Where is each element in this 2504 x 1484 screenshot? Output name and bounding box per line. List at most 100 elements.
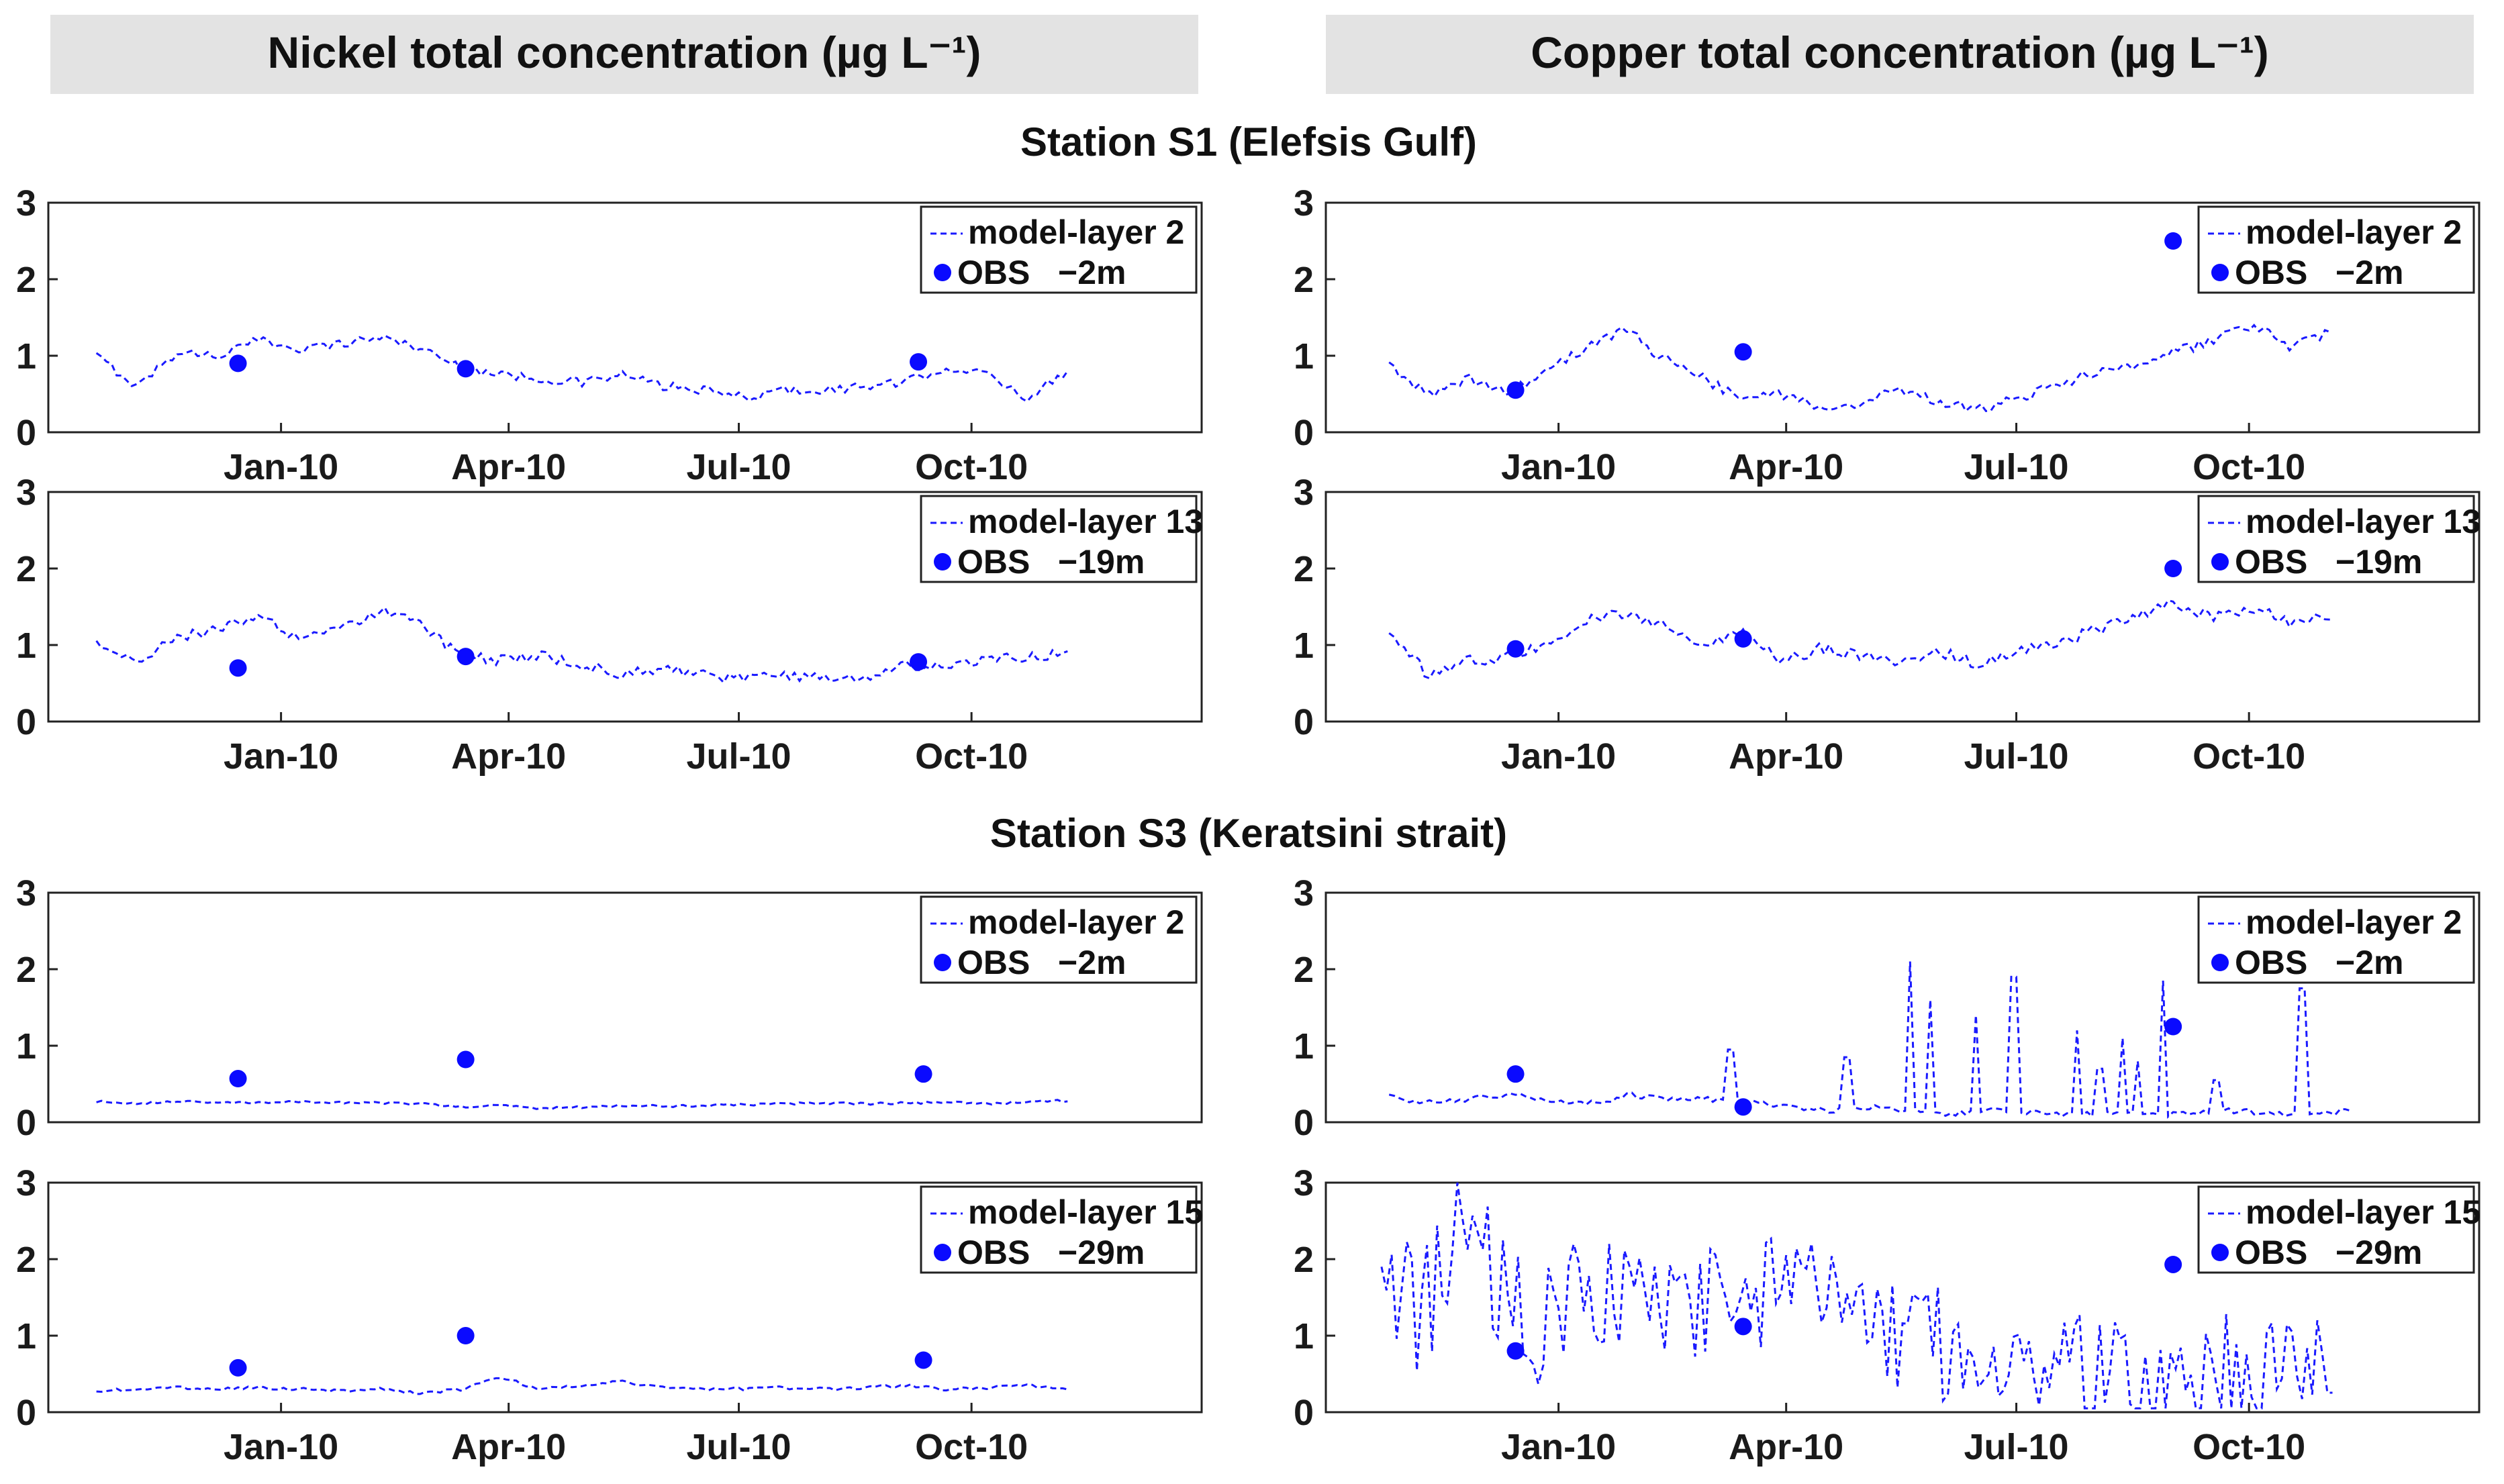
nickel-header-title: Nickel total concentration (µg L⁻¹) [268, 28, 981, 77]
y-tick-label: 0 [1294, 413, 1314, 453]
obs-point [229, 659, 247, 677]
obs-point [1734, 1098, 1752, 1116]
x-tick-label: Apr-10 [1729, 447, 1843, 487]
obs-point [456, 1327, 475, 1344]
y-tick-label: 2 [16, 950, 36, 990]
legend-obs-label: OBS −2m [2235, 944, 2404, 981]
y-tick-label: 2 [1294, 1240, 1314, 1280]
x-tick-label: Apr-10 [451, 1427, 566, 1467]
x-tick-label: Jul-10 [1964, 736, 2069, 777]
model-series-line [95, 334, 1069, 403]
model-series-line [95, 605, 1068, 685]
y-tick-label: 2 [16, 260, 36, 300]
plot-copper-s3-layer15: 0 1 2 3 Jan-10 Apr-10 Jul-10 Oct-10 model-layer … [1294, 1163, 2481, 1467]
y-tick-label: 3 [16, 1163, 36, 1203]
legend-obs-marker [934, 1244, 951, 1261]
model-series-line [96, 1377, 1068, 1395]
y-tick-label: 2 [1294, 549, 1314, 589]
legend-obs-marker [2211, 264, 2229, 281]
x-tick-label: Jan-10 [1501, 1427, 1616, 1467]
legend-model-label: model-layer 2 [2246, 213, 2462, 251]
y-tick-label: 1 [1294, 1026, 1314, 1067]
x-tick-label: Jan-10 [1501, 447, 1616, 487]
y-tick-label: 1 [16, 626, 36, 666]
obs-point [456, 1050, 475, 1069]
obs-point [914, 1065, 932, 1083]
copper-header-title: Copper total concentration (µg L⁻¹) [1531, 28, 2268, 77]
obs-point [2164, 560, 2182, 577]
obs-point [1506, 1065, 1525, 1083]
x-tick-label: Jan-10 [224, 1427, 338, 1467]
copper-header-box [1326, 15, 2474, 94]
obs-point [1734, 343, 1752, 361]
model-series-line [96, 1099, 1068, 1111]
legend-model-label: model-layer 2 [2246, 903, 2462, 941]
model-series-line [1388, 324, 2331, 413]
y-tick-label: 0 [1294, 1393, 1314, 1433]
y-tick-label: 0 [1294, 702, 1314, 742]
legend-box [2197, 1185, 2475, 1274]
y-tick-label: 0 [16, 1103, 36, 1143]
x-tick-label: Apr-10 [1729, 736, 1843, 777]
legend-box [920, 495, 1198, 583]
legend-model-label: model-layer 15 [968, 1193, 1203, 1231]
model-series-line [1388, 961, 2351, 1119]
station-s1-title: Station S1 (Elefsis Gulf) [1020, 119, 1477, 164]
obs-point [1734, 1318, 1752, 1336]
legend-model-label: model-layer 2 [968, 903, 1184, 941]
y-tick-label: 0 [16, 1393, 36, 1433]
y-tick-label: 3 [1294, 473, 1314, 513]
nickel-header-box [50, 15, 1198, 94]
x-tick-label: Apr-10 [451, 736, 566, 777]
legend-obs-label: OBS −29m [2235, 1234, 2422, 1271]
obs-point [1506, 381, 1525, 399]
legend-box [2197, 205, 2475, 294]
x-tick-label: Jul-10 [687, 736, 791, 777]
x-tick-label: Jul-10 [687, 447, 791, 487]
x-tick-label: Apr-10 [1729, 1427, 1843, 1467]
legend-obs-marker [934, 264, 951, 281]
legend-obs-marker [934, 954, 951, 971]
x-tick-label: Oct-10 [915, 447, 1028, 487]
legend-box [920, 895, 1198, 984]
obs-point [229, 1070, 247, 1088]
plot-copper-s1-layer2: 0 1 2 3 Jan-10 Apr-10 Jul-10 Oct-10 model-layer … [1294, 183, 2481, 487]
x-tick-label: Jan-10 [1501, 736, 1616, 777]
obs-point [2164, 232, 2182, 250]
y-tick-label: 1 [1294, 336, 1314, 377]
legend-obs-label: OBS −2m [957, 944, 1126, 981]
legend-obs-label: OBS −19m [957, 543, 1145, 581]
obs-point [456, 360, 475, 378]
legend-obs-marker [934, 553, 951, 571]
plot-nickel-s3-layer15: 0 1 2 3 Jan-10 Apr-10 Jul-10 Oct-10 model-layer … [16, 1163, 1203, 1467]
plot-copper-s1-layer13: 0 1 2 3 Jan-10 Apr-10 Jul-10 Oct-10 model-layer … [1294, 473, 2481, 777]
x-tick-label: Jan-10 [224, 447, 338, 487]
x-tick-label: Oct-10 [2193, 447, 2305, 487]
y-tick-label: 1 [1294, 1316, 1314, 1356]
obs-point [456, 648, 475, 666]
legend-obs-label: OBS −19m [2235, 543, 2422, 581]
x-tick-label: Jul-10 [1964, 1427, 2069, 1467]
x-tick-label: Apr-10 [451, 447, 566, 487]
obs-point [910, 353, 928, 371]
y-tick-label: 3 [16, 473, 36, 513]
y-tick-label: 2 [16, 1240, 36, 1280]
legend-model-label: model-layer 2 [968, 213, 1184, 251]
obs-point [1506, 640, 1525, 658]
legend-model-label: model-layer 13 [2246, 503, 2481, 540]
legend-box [2197, 895, 2475, 984]
obs-point [2164, 1018, 2182, 1036]
legend-obs-marker [2211, 954, 2229, 971]
model-series-line [1380, 1182, 2333, 1409]
plot-nickel-s1-layer2: 0 1 2 3 Jan-10 Apr-10 Jul-10 Oct-10 model-layer … [16, 183, 1203, 487]
legend-obs-label: OBS −2m [957, 254, 1126, 291]
y-tick-label: 1 [1294, 626, 1314, 666]
obs-point [229, 1358, 247, 1377]
legend-box [920, 205, 1198, 294]
legend-obs-marker [2211, 553, 2229, 571]
legend-obs-marker [2211, 1244, 2229, 1261]
legend-box [2197, 495, 2475, 583]
